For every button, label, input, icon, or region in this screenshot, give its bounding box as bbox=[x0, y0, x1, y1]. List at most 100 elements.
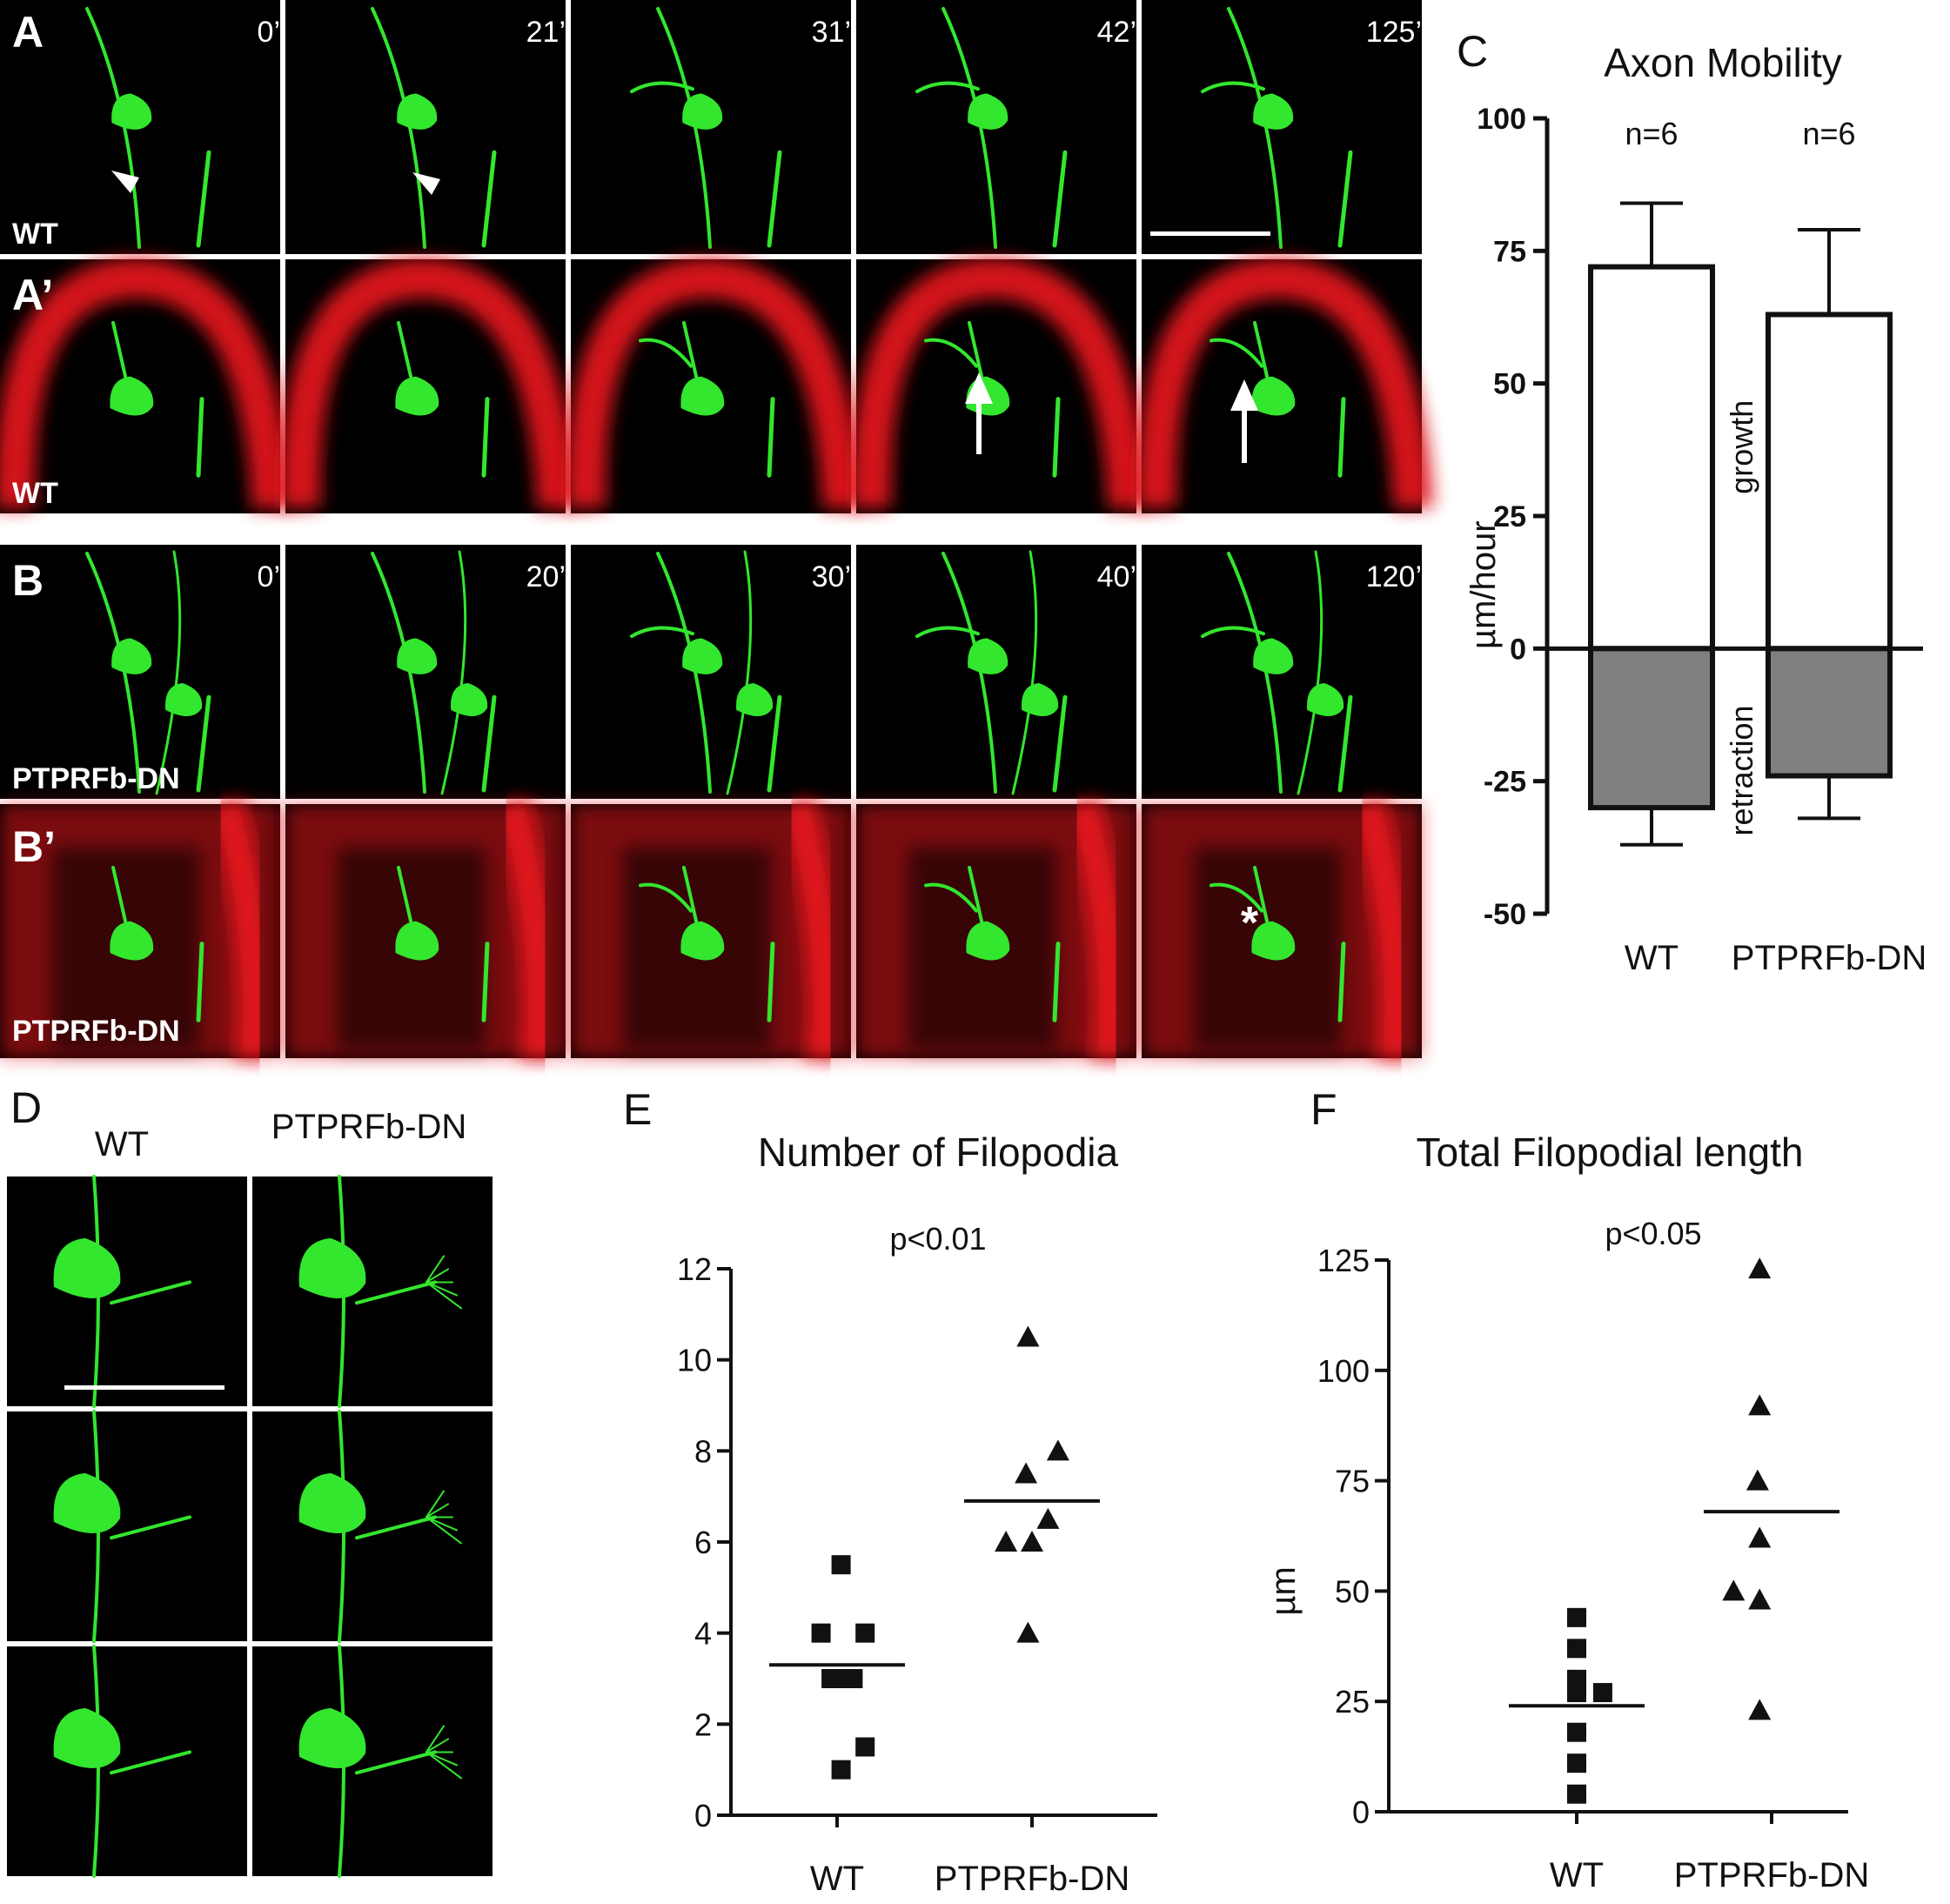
neurite bbox=[1011, 550, 1038, 795]
neurite bbox=[440, 550, 467, 795]
panel-label-c: C bbox=[1457, 27, 1488, 76]
chart-c-bar-retraction bbox=[1588, 646, 1715, 811]
chart-e-point-dn bbox=[1046, 1439, 1069, 1461]
neurite bbox=[767, 942, 775, 1022]
membrane-arch bbox=[851, 258, 1148, 510]
neurite bbox=[426, 1268, 449, 1284]
membrane-band bbox=[1350, 799, 1413, 1060]
neurite bbox=[196, 942, 204, 1022]
chart-f-title: Total Filopodial length bbox=[1417, 1130, 1804, 1175]
time-label-a-1: 0’ bbox=[258, 16, 280, 49]
neurite bbox=[397, 321, 418, 401]
neurite bbox=[155, 550, 182, 795]
neurite bbox=[426, 1281, 458, 1297]
neurite bbox=[481, 694, 497, 793]
row-a-micrographs bbox=[0, 0, 1422, 254]
chart-f-total-filopodial-length: 0 25 50 75 100 125 µm WT PTPRFb-DN bbox=[1264, 1243, 1869, 1894]
chart-f-y-axis-label: µm bbox=[1264, 1566, 1303, 1615]
membrane-band bbox=[780, 799, 842, 1060]
neurite bbox=[92, 1645, 100, 1878]
chart-f-point-dn bbox=[1748, 1588, 1772, 1610]
chart-e-point-wt bbox=[831, 1760, 851, 1780]
neurite bbox=[682, 866, 703, 946]
neurite bbox=[426, 1503, 449, 1519]
panel-d-tile-1-2 bbox=[7, 1410, 247, 1643]
tile-row-a-2 bbox=[285, 0, 566, 254]
panel-label-a-prime: A’ bbox=[12, 271, 53, 319]
chart-e-y-tick-label: 8 bbox=[694, 1433, 712, 1469]
panel-label-e: E bbox=[623, 1085, 652, 1134]
chart-c-y-tick-label: -50 bbox=[1484, 898, 1526, 931]
chart-f-y-tick-label: 100 bbox=[1317, 1353, 1370, 1389]
tile-background bbox=[252, 1177, 493, 1406]
tile-row-a-4 bbox=[856, 0, 1136, 254]
neurite bbox=[639, 338, 693, 368]
chart-f-point-wt bbox=[1567, 1639, 1586, 1659]
chart-f-y-tick-label: 125 bbox=[1317, 1243, 1370, 1278]
neurite bbox=[338, 1410, 345, 1643]
neurite bbox=[426, 1738, 449, 1753]
membrane-arch bbox=[1136, 258, 1433, 510]
tile-row-a-5 bbox=[1142, 0, 1422, 254]
neurite bbox=[924, 338, 978, 368]
neurite bbox=[111, 321, 132, 401]
neurite bbox=[1253, 866, 1274, 946]
neurite bbox=[1052, 942, 1061, 1022]
tile-row-bp-4 bbox=[856, 799, 1136, 1060]
time-label-b-5: 120’ bbox=[1366, 560, 1422, 593]
neuron-soma bbox=[53, 1472, 121, 1533]
panel-d-header-dn: PTPRFb-DN bbox=[271, 1108, 466, 1146]
neurite bbox=[338, 1175, 345, 1408]
neurite bbox=[1052, 694, 1068, 793]
neuron-soma bbox=[968, 638, 1009, 674]
neuron-soma bbox=[165, 683, 203, 717]
chart-e-pvalue: p<0.01 bbox=[889, 1221, 986, 1257]
panel-d-tile-1-3 bbox=[7, 1645, 247, 1878]
neuron-soma bbox=[397, 93, 438, 130]
panel-d-tile-1-1 bbox=[7, 1175, 247, 1408]
tile-row-bp-5 bbox=[1142, 799, 1422, 1060]
neuron-soma bbox=[968, 93, 1009, 130]
neuron-soma bbox=[111, 638, 152, 674]
row-b-micrographs bbox=[0, 545, 1422, 799]
chart-c-y-tick-label: -25 bbox=[1484, 766, 1526, 799]
neurite bbox=[481, 397, 490, 478]
neurite bbox=[110, 1750, 191, 1775]
neurite bbox=[1337, 397, 1346, 478]
time-label-a-5: 125’ bbox=[1366, 16, 1422, 49]
neurite bbox=[1297, 550, 1323, 795]
tile-row-bp-1 bbox=[0, 799, 280, 1060]
chart-c-bar-growth bbox=[1766, 312, 1893, 652]
arrow-marker-1 bbox=[965, 372, 993, 454]
tile-row-bp-2 bbox=[285, 799, 566, 1060]
chart-e-point-wt bbox=[831, 1555, 851, 1575]
panel-d-header-wt: WT bbox=[95, 1125, 149, 1163]
tile-background bbox=[7, 1411, 247, 1641]
chart-c-y-tick-label: 25 bbox=[1493, 500, 1526, 533]
membrane-band bbox=[494, 799, 557, 1060]
condition-label-row-b-prime: PTPRFb-DN bbox=[12, 1015, 180, 1048]
neurite bbox=[111, 866, 132, 946]
neurite bbox=[196, 150, 211, 248]
neuron-soma bbox=[110, 376, 154, 416]
neuron-soma bbox=[451, 683, 488, 717]
neurite bbox=[1210, 338, 1263, 368]
tile-row-b-3 bbox=[571, 545, 851, 799]
membrane-arch bbox=[566, 258, 862, 510]
chart-c-axon-mobility: 100 75 50 25 0 -25 -50 µm/hour WT n=6 PTPRFb-DN n=6… bbox=[1464, 103, 1927, 977]
chart-f-point-dn bbox=[1748, 1699, 1772, 1720]
chart-c-y-tick-label: 100 bbox=[1477, 103, 1526, 136]
tile-row-b-1 bbox=[0, 545, 280, 799]
scale-bar-panel-d bbox=[64, 1385, 224, 1390]
chart-f-y-tick-label: 0 bbox=[1352, 1794, 1370, 1830]
chart-e-y-tick-label: 0 bbox=[694, 1798, 712, 1834]
chart-c-y-tick-label: 0 bbox=[1510, 633, 1526, 666]
neuron-soma bbox=[736, 683, 774, 717]
neurite bbox=[426, 1255, 445, 1284]
neurite bbox=[767, 397, 775, 478]
chart-c-x-tick-label: WT bbox=[1625, 939, 1679, 977]
chart-e-point-wt bbox=[855, 1737, 875, 1757]
neurite bbox=[682, 321, 703, 401]
chart-e-point-dn bbox=[1036, 1507, 1060, 1529]
